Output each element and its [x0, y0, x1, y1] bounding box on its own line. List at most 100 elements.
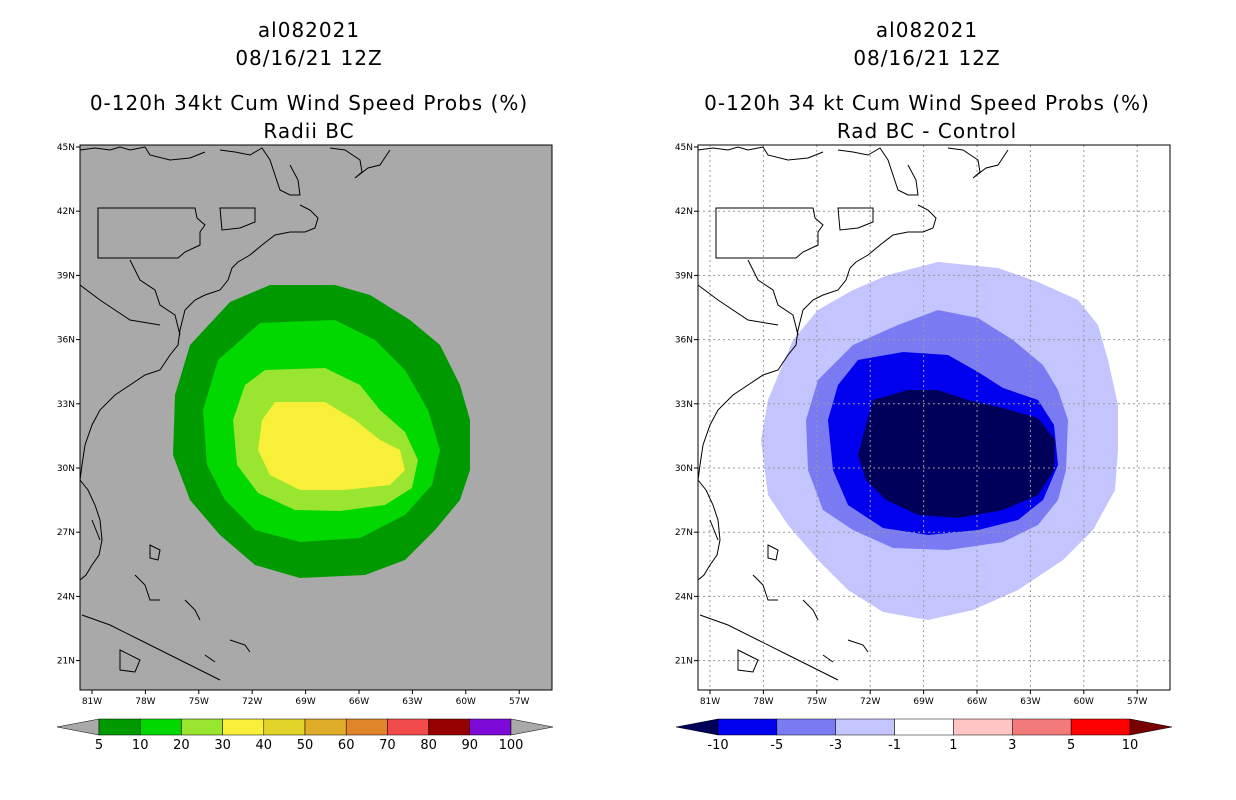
coastline-segment [847, 639, 869, 653]
coastline-segment [737, 649, 759, 673]
colorbar-label: -10 [707, 738, 728, 753]
colorbar-label: 70 [379, 738, 396, 753]
coastline-segment [329, 147, 391, 179]
axis-ticks: 45N 42N 39N 36N 33N 30N 27N 24N 21N 81W 78W 75W 72W 6… [675, 143, 1148, 707]
lat-tick-label: 27N [675, 528, 693, 538]
colorbar-segment [387, 718, 429, 736]
colorbar-label: 50 [297, 738, 314, 753]
coastline-segment [91, 519, 101, 541]
colorbar: -10 -5 -3 -1 1 3 5 10 [675, 718, 1173, 753]
subtitle: Rad BC - Control [836, 119, 1018, 143]
coastline-segment [822, 654, 834, 663]
coastline-segment [752, 574, 778, 601]
lat-tick-label: 45N [57, 143, 75, 153]
lon-tick-label: 63W [402, 697, 422, 707]
colorbar-segment [181, 718, 223, 736]
lat-tick-label: 27N [57, 528, 75, 538]
colorbar-label: -1 [888, 738, 901, 753]
lat-tick-label: 42N [57, 207, 75, 217]
lon-tick-label: 78W [753, 697, 773, 707]
lon-tick-label: 66W [967, 697, 987, 707]
datetime: 08/16/21 12Z [235, 46, 383, 70]
coastlines [79, 146, 391, 681]
lon-tick-label: 57W [509, 697, 529, 707]
coastline-segment [184, 599, 201, 621]
map-frame [79, 144, 553, 691]
coastline-segment [219, 147, 301, 196]
product-title: 0-120h 34 kt Cum Wind Speed Probs (%) [704, 91, 1150, 115]
coastline-segment [709, 519, 719, 541]
left-panel: al082021 08/16/21 12Z 0-120h 34kt Cum Wi… [56, 18, 554, 753]
coastline-segment [149, 544, 161, 561]
colorbar-over-arrow [1129, 718, 1173, 736]
colorbar-label: -5 [770, 738, 783, 753]
lon-tick-label: 69W [295, 697, 315, 707]
coastline-segment [79, 204, 319, 481]
colorbar-segment [222, 718, 265, 736]
lat-tick-label: 33N [57, 400, 75, 410]
coastline-segment [697, 479, 721, 581]
colorbar-segment [304, 718, 347, 736]
colorbar-label: -3 [829, 738, 842, 753]
coastline-segment [129, 259, 181, 336]
diff-contour-minus-10 [858, 390, 1055, 518]
coastline-segment [204, 654, 216, 663]
coastline-segment [802, 599, 819, 621]
right-panel: al082021 08/16/21 12Z 0-120h 34 kt Cum W… [618, 0, 1236, 800]
coastline-segment [97, 207, 206, 259]
right-map: 45N 42N 39N 36N 33N 30N 27N 24N 21N 81W 78W 75W 72W 6… [675, 143, 1173, 753]
colorbar-label: 5 [95, 738, 103, 753]
lat-tick-label: 33N [675, 400, 693, 410]
colorbar-segment [894, 718, 954, 736]
map-frame [697, 144, 1171, 691]
lat-tick-label: 36N [675, 336, 693, 346]
colorbar-label: 90 [462, 738, 479, 753]
lat-tick-label: 21N [675, 657, 693, 667]
colorbar-label: 40 [256, 738, 273, 753]
coastline-segment [697, 284, 779, 326]
colorbar-segment [469, 718, 512, 736]
coastline-segment [134, 574, 160, 601]
coastline-segment [697, 204, 937, 481]
coastline-segment [229, 639, 251, 653]
lat-tick-label: 24N [57, 592, 75, 602]
storm-id: al082021 [257, 18, 361, 42]
colorbar-label: 100 [499, 738, 524, 753]
coastline-segment [747, 259, 799, 336]
coastline-segment [947, 147, 1009, 179]
lon-tick-label: 72W [242, 697, 262, 707]
lat-tick-label: 39N [57, 271, 75, 281]
subtitle: Radii BC [263, 119, 355, 143]
coastline-segment [219, 207, 256, 231]
lat-tick-label: 24N [675, 592, 693, 602]
lat-tick-label: 30N [57, 464, 75, 474]
colorbar-label: 60 [338, 738, 355, 753]
lat-tick-label: 45N [675, 143, 693, 153]
coastline-segment [79, 146, 206, 161]
lon-tick-label: 81W [82, 697, 102, 707]
lat-tick-label: 30N [675, 464, 693, 474]
colorbar: 5 10 20 30 40 50 60 70 80 90 100 [56, 718, 554, 753]
datetime: 08/16/21 12Z [853, 46, 1001, 70]
lon-tick-label: 63W [1020, 697, 1040, 707]
colorbar-over-arrow [510, 718, 554, 736]
coastline-segment [79, 284, 161, 326]
coastlines [697, 146, 1009, 681]
colorbar-label: 30 [214, 738, 231, 753]
colorbar-label: 3 [1008, 738, 1016, 753]
colorbar-segment [835, 718, 895, 736]
coastline-segment [837, 207, 874, 231]
lon-tick-label: 66W [349, 697, 369, 707]
left-map: 45N 42N 39N 36N 33N 30N 27N 24N 21N 81W 78W 75W 72W 6… [56, 143, 554, 753]
lon-tick-label: 57W [1127, 697, 1147, 707]
lon-tick-label: 78W [135, 697, 155, 707]
lon-tick-label: 60W [456, 697, 476, 707]
colorbar-segment [953, 718, 1013, 736]
colorbar-label: 5 [1067, 738, 1075, 753]
product-title: 0-120h 34kt Cum Wind Speed Probs (%) [89, 91, 529, 115]
prob-contour-30 [258, 402, 405, 490]
colorbar-segment [428, 718, 471, 736]
colorbar-segment [776, 718, 836, 736]
lon-tick-label: 72W [860, 697, 880, 707]
lat-tick-label: 42N [675, 207, 693, 217]
